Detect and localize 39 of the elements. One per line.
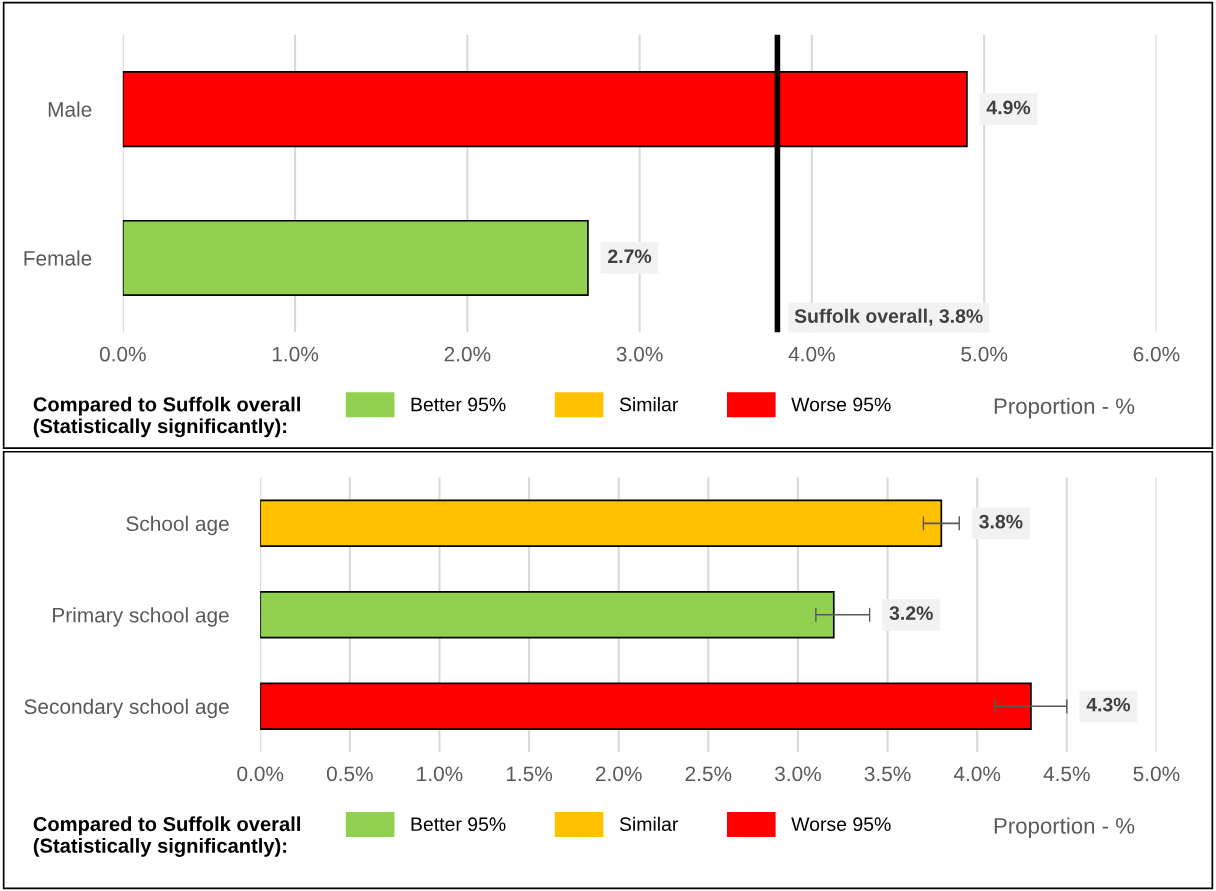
x-axis-title: Proportion - % bbox=[994, 817, 1135, 839]
legend-title: Compared to Suffolk overall (Statistically significantly): bbox=[33, 816, 300, 857]
x-tick-label: 3.0% bbox=[616, 346, 663, 362]
x-tick-label: 0.0% bbox=[237, 766, 284, 782]
legend-title: Compared to Suffolk overall (Statistically significantly): bbox=[33, 396, 300, 438]
x-tick-label: 5.0% bbox=[961, 346, 1008, 362]
x-tick-label: 2.0% bbox=[596, 766, 642, 782]
x-tick-label: 5.0% bbox=[1133, 766, 1180, 782]
x-tick-label: 2.0% bbox=[444, 346, 491, 362]
x-tick-label: 6.0% bbox=[1133, 346, 1180, 362]
x-tick-label: 4.0% bbox=[788, 346, 835, 362]
x-tick-label: 1.5% bbox=[506, 766, 553, 782]
y-tick-label: School age bbox=[126, 515, 229, 536]
x-tick-label: 3.0% bbox=[774, 766, 821, 782]
data-label: 3.8% bbox=[979, 514, 1023, 529]
legend-label: Worse 95% bbox=[791, 817, 891, 832]
x-axis-title: Proportion - % bbox=[994, 397, 1135, 419]
legend-label: Better 95% bbox=[411, 397, 506, 412]
ref-line-label: Suffolk overall, 3.8% bbox=[794, 308, 983, 326]
x-tick-label: 1.0% bbox=[272, 346, 319, 362]
x-tick-label: 2.5% bbox=[685, 766, 732, 782]
x-tick-label: 1.0% bbox=[417, 766, 463, 782]
data-label: 4.3% bbox=[1086, 697, 1131, 712]
data-label: 4.9% bbox=[986, 100, 1031, 115]
data-label: 2.7% bbox=[608, 249, 652, 264]
x-tick-label: 0.5% bbox=[326, 766, 373, 782]
y-tick-label: Primary school age bbox=[53, 607, 229, 627]
x-tick-label: 3.5% bbox=[864, 766, 911, 782]
x-tick-label: 0.0% bbox=[99, 346, 146, 362]
legend-label: Better 95% bbox=[411, 817, 506, 832]
x-tick-label: 4.0% bbox=[953, 766, 1001, 782]
legend-label: Worse 95% bbox=[791, 397, 891, 412]
legend-label: Similar bbox=[619, 397, 679, 412]
y-tick-label: Male bbox=[48, 101, 92, 117]
legend-label: Similar bbox=[619, 816, 679, 832]
y-tick-label: Secondary school age bbox=[24, 698, 229, 719]
x-tick-label: 4.5% bbox=[1043, 766, 1090, 782]
y-tick-label: Female bbox=[24, 250, 92, 266]
data-label: 3.2% bbox=[889, 606, 933, 621]
